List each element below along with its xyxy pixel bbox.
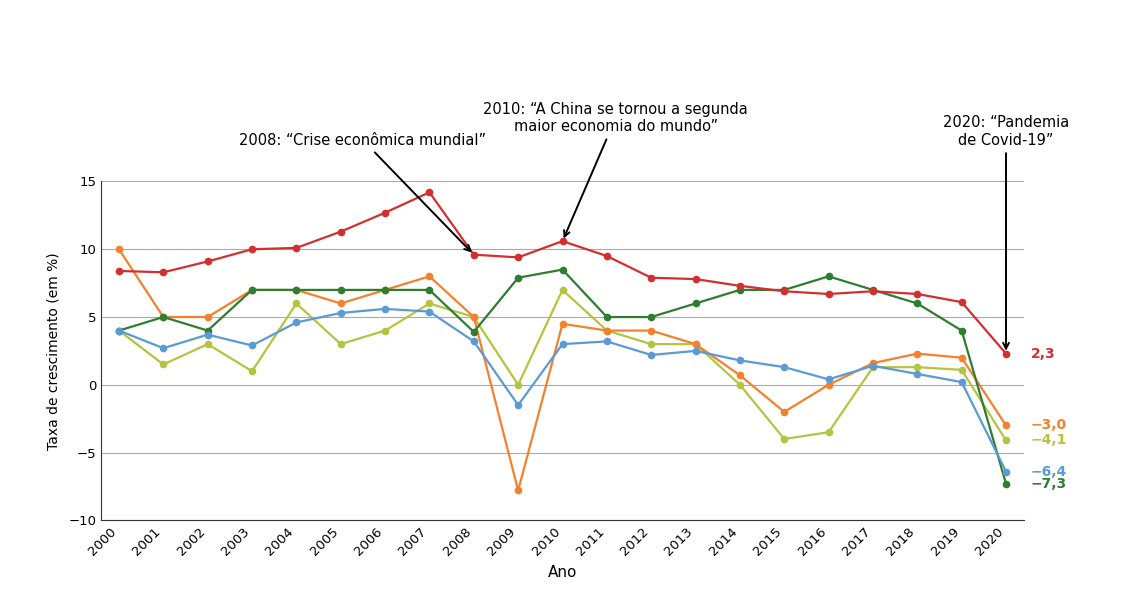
Text: −7,3: −7,3 — [1030, 477, 1066, 491]
Text: −6,4: −6,4 — [1030, 465, 1066, 479]
Text: −3,0: −3,0 — [1030, 419, 1066, 433]
Text: 2020: “Pandemia
de Covid-19”: 2020: “Pandemia de Covid-19” — [943, 115, 1069, 348]
Y-axis label: Taxa de crescimento (em %): Taxa de crescimento (em %) — [46, 252, 60, 450]
Text: 2,3: 2,3 — [1030, 347, 1055, 361]
Text: −4,1: −4,1 — [1030, 433, 1066, 447]
Text: 2008: “Crise econômica mundial”: 2008: “Crise econômica mundial” — [240, 132, 486, 251]
X-axis label: Ano: Ano — [548, 565, 577, 580]
Text: 2010: “A China se tornou a segunda
maior economia do mundo”: 2010: “A China se tornou a segunda maior… — [484, 102, 748, 237]
